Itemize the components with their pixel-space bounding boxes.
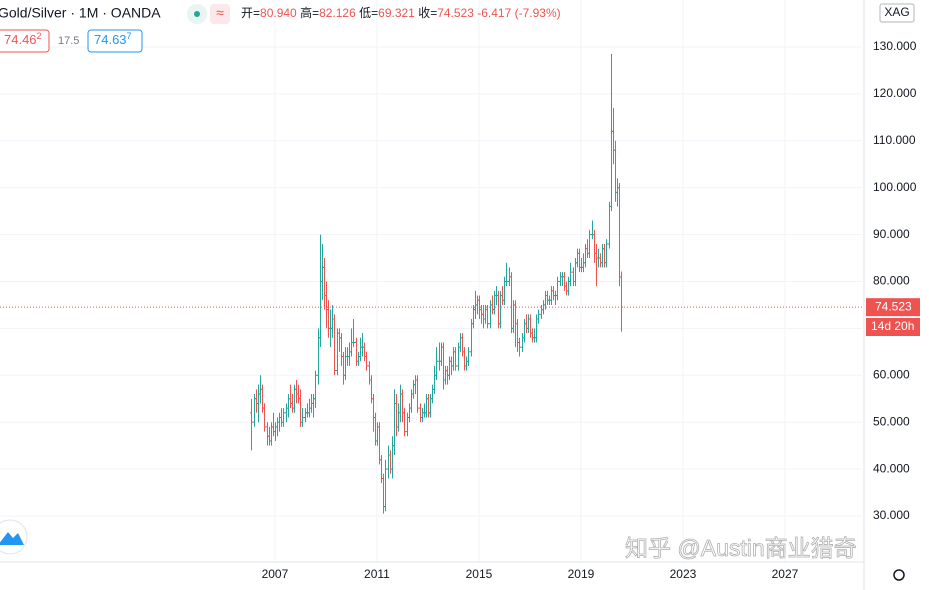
legend-value: 82.126: [319, 6, 356, 20]
bars: [0, 54, 862, 514]
y-tick-label: 120.000: [873, 86, 917, 100]
y-tick-label: 80.000: [873, 274, 910, 288]
x-tick-label: 2011: [364, 567, 390, 581]
watermark: 知乎 @Austin商业猎奇: [625, 535, 857, 561]
y-tick-label: 130.000: [873, 39, 917, 53]
legend-key: 高=: [300, 5, 319, 20]
legend-key: 开=: [241, 6, 260, 20]
x-tick-label: 2027: [772, 567, 799, 581]
buy-pip: 7: [127, 31, 132, 41]
legend-value: 74.523: [437, 6, 474, 20]
buy-price: 74.637: [94, 31, 132, 47]
legend-key: 低=: [359, 6, 378, 20]
legend-change: -6.417 (-7.93%): [477, 6, 560, 20]
currency-box[interactable]: [879, 3, 915, 23]
currency: XAG: [884, 5, 909, 19]
countdown-tag: [866, 318, 920, 336]
y-tick-label: 90.000: [873, 227, 910, 241]
x-tick-label: 2023: [670, 567, 697, 581]
y-tick-label: 110.000: [873, 133, 916, 147]
ohlc-legend: 开=80.940 高=82.126 低=69.321 收=74.523 -6.4…: [241, 5, 561, 20]
status-dot: [194, 11, 200, 17]
last-price-label: 74.523: [875, 299, 912, 313]
alert-icon: ≈: [216, 5, 224, 21]
buy-button[interactable]: [87, 29, 143, 53]
y-tick-label: 50.000: [873, 414, 910, 428]
settings-button[interactable]: [893, 569, 905, 581]
x-tick-label: 2007: [262, 567, 289, 581]
sell-price: 74.462: [4, 31, 42, 47]
y-tick-label: 60.000: [873, 367, 910, 381]
legend-key: 收=: [418, 6, 437, 20]
x-tick-label: 2019: [568, 567, 595, 581]
countdown: 14d 20h: [871, 319, 914, 333]
last-price-tag: [866, 298, 920, 317]
y-tick-label: 100.000: [873, 180, 917, 194]
sell-button[interactable]: [0, 29, 50, 53]
buy-price-main: 74.63: [94, 32, 127, 47]
alert-button[interactable]: [210, 4, 230, 24]
x-tick-label: 2015: [466, 567, 493, 581]
sell-price-main: 74.46: [4, 32, 37, 47]
legend-value: 80.940: [260, 6, 297, 20]
legend-value: 69.321: [378, 6, 415, 20]
logo-button[interactable]: [0, 519, 28, 555]
chart-title: Gold/Silver · 1M · OANDA: [0, 5, 161, 21]
y-tick-label: 40.000: [873, 461, 910, 475]
sell-pip: 2: [37, 31, 42, 41]
grid: [0, 0, 862, 562]
axes: 30.00040.00050.00060.00070.00080.00090.0…: [262, 39, 920, 581]
y-tick-label: 30.000: [873, 508, 910, 522]
logo-icon: [0, 532, 24, 545]
spread: 17.5: [58, 35, 79, 47]
